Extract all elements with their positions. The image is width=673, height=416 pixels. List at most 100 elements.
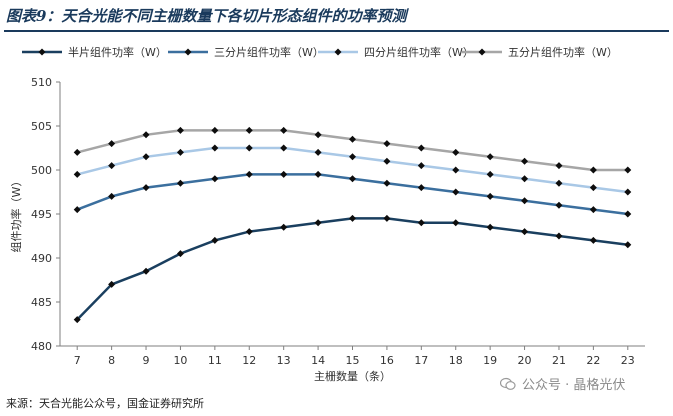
series-1-point xyxy=(108,280,116,288)
series-4-point xyxy=(142,131,150,139)
x-tick-label: 13 xyxy=(277,354,291,367)
y-tick-label: 510 xyxy=(31,76,52,89)
x-tick-label: 19 xyxy=(483,354,497,367)
y-tick-label: 490 xyxy=(31,252,52,265)
series-3-point xyxy=(624,188,632,196)
series-4-point xyxy=(417,144,425,152)
series-3-point xyxy=(142,153,150,161)
series-4-point xyxy=(486,153,494,161)
legend-marker xyxy=(184,48,192,56)
legend-label: 半片组件功率（W） xyxy=(68,45,167,59)
series-3-point xyxy=(486,170,494,178)
series-1-point xyxy=(349,214,356,222)
series-4-point xyxy=(280,126,288,134)
x-tick-label: 8 xyxy=(108,354,115,367)
series-1-point xyxy=(314,219,322,227)
series-2-point xyxy=(108,192,116,200)
legend-marker xyxy=(334,48,342,56)
x-tick-label: 16 xyxy=(380,354,394,367)
series-4-point xyxy=(73,148,81,156)
series-3-point xyxy=(245,144,253,152)
x-tick-label: 22 xyxy=(586,354,600,367)
series-4-point xyxy=(555,162,563,170)
x-tick-label: 12 xyxy=(242,354,256,367)
series-4-point xyxy=(176,126,184,134)
series-3-point xyxy=(589,184,597,192)
figure-title: 图表9：天合光能不同主栅数量下各切片形态组件的功率预测 xyxy=(6,7,407,25)
y-tick-label: 505 xyxy=(31,120,52,133)
series-4-point xyxy=(589,166,597,174)
series-2-point xyxy=(73,206,81,214)
series-2-point xyxy=(417,184,425,192)
x-tick-label: 14 xyxy=(311,354,325,367)
series-1-point xyxy=(417,219,425,227)
x-tick-label: 21 xyxy=(552,354,566,367)
series-4-point xyxy=(108,140,116,148)
legend-marker xyxy=(478,48,486,56)
series-1-point xyxy=(176,250,184,258)
series-3-point xyxy=(280,144,288,152)
series-2-point xyxy=(589,206,597,214)
series-1-point xyxy=(280,223,288,231)
series-1-point xyxy=(486,223,494,231)
series-1-point xyxy=(589,236,597,244)
series-1-point xyxy=(521,228,529,236)
series-3-point xyxy=(383,157,391,165)
y-axis-title: 组件功率（W） xyxy=(9,176,23,253)
series-2-point xyxy=(349,175,356,183)
series-3-point xyxy=(314,148,322,156)
y-tick-label: 500 xyxy=(31,164,52,177)
series-2-point xyxy=(142,184,150,192)
series-line-1 xyxy=(76,217,628,321)
series-3-point xyxy=(521,175,529,183)
series-3-point xyxy=(73,170,81,178)
series-2-point xyxy=(521,197,529,205)
x-tick-label: 15 xyxy=(346,354,360,367)
series-3-point xyxy=(349,153,356,161)
watermark-text: 公众号 · 晶格光伏 xyxy=(522,378,626,393)
x-tick-label: 10 xyxy=(173,354,187,367)
series-3-point xyxy=(555,179,563,187)
series-2-point xyxy=(624,210,632,218)
series-2-point xyxy=(176,179,184,187)
series-1-point xyxy=(245,228,253,236)
x-tick-label: 20 xyxy=(518,354,532,367)
y-tick-label: 495 xyxy=(31,208,52,221)
series-2-point xyxy=(383,179,391,187)
series-1-point xyxy=(142,267,150,275)
y-tick-label: 480 xyxy=(31,340,52,353)
series-1-point xyxy=(452,219,460,227)
series-3-point xyxy=(108,162,116,170)
series-1-point xyxy=(211,236,219,244)
legend-label: 五分片组件功率（W） xyxy=(508,45,618,59)
series-3-point xyxy=(176,148,184,156)
series-4-point xyxy=(314,131,322,139)
x-tick-label: 23 xyxy=(621,354,635,367)
series-4-point xyxy=(245,126,253,134)
series-4-point xyxy=(211,126,219,134)
x-tick-label: 18 xyxy=(449,354,463,367)
title-rule xyxy=(4,30,669,32)
x-tick-label: 17 xyxy=(414,354,428,367)
series-4-point xyxy=(624,166,632,174)
legend-marker xyxy=(38,48,46,56)
series-1-point xyxy=(555,232,563,240)
series-2-point xyxy=(211,175,219,183)
series-3-point xyxy=(211,144,219,152)
series-1-point xyxy=(383,214,391,222)
x-tick-label: 11 xyxy=(208,354,222,367)
series-1-point xyxy=(624,241,632,249)
series-2-point xyxy=(452,188,460,196)
y-tick-label: 485 xyxy=(31,296,52,309)
series-1-point xyxy=(73,316,81,324)
series-4-point xyxy=(349,135,356,143)
x-tick-label: 9 xyxy=(143,354,150,367)
series-2-point xyxy=(486,192,494,200)
series-2-point xyxy=(245,170,253,178)
series-4-point xyxy=(383,140,391,148)
series-4-point xyxy=(521,157,529,165)
x-tick-label: 7 xyxy=(74,354,81,367)
series-2-point xyxy=(555,201,563,209)
series-2-point xyxy=(280,170,288,178)
